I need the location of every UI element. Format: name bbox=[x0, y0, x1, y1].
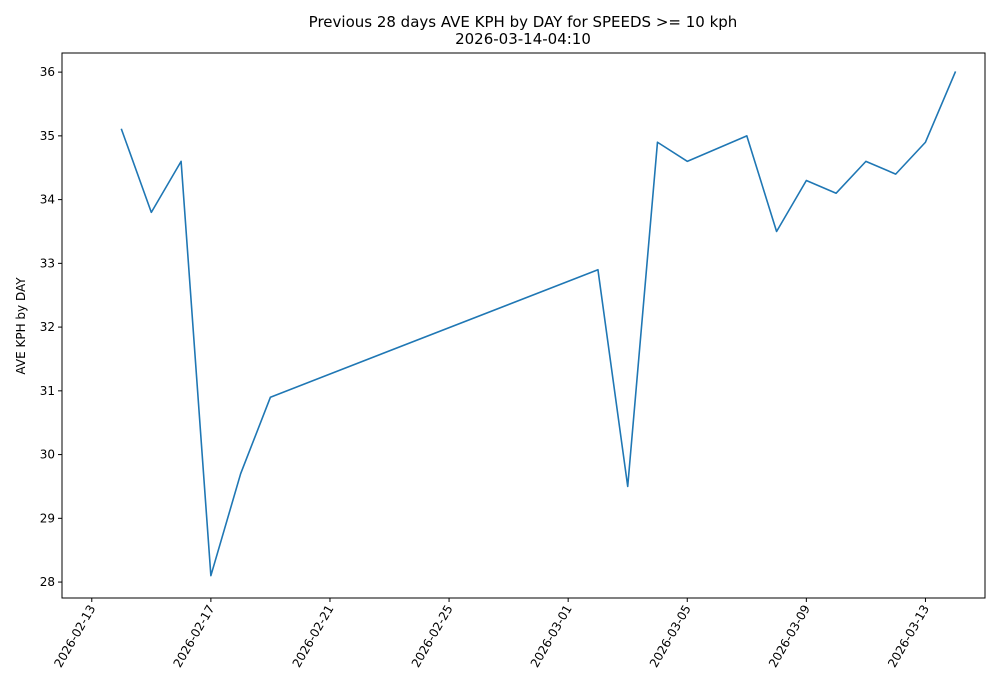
data-point bbox=[269, 396, 271, 398]
data-point bbox=[894, 173, 896, 175]
data-point bbox=[239, 473, 241, 475]
y-tick-label: 36 bbox=[40, 65, 55, 79]
x-tick-label: 2026-03-09 bbox=[766, 603, 813, 670]
data-point bbox=[627, 485, 629, 487]
x-tick-label: 2026-03-05 bbox=[647, 603, 694, 670]
plot-frame bbox=[61, 52, 986, 599]
y-axis-label-group: AVE KPH by DAY bbox=[14, 277, 28, 375]
x-tick-label: 2026-02-25 bbox=[409, 603, 456, 670]
y-tick-label: 34 bbox=[40, 193, 55, 207]
data-point bbox=[686, 160, 688, 162]
series-line bbox=[120, 71, 957, 577]
chart-title: Previous 28 days AVE KPH by DAY for SPEE… bbox=[309, 13, 738, 31]
y-tick-label: 30 bbox=[40, 448, 55, 462]
y-axis-label: AVE KPH by DAY bbox=[14, 277, 28, 375]
x-tick-label: 2026-02-17 bbox=[170, 603, 217, 670]
data-point bbox=[656, 141, 658, 143]
data-point bbox=[954, 71, 956, 73]
data-point bbox=[924, 141, 926, 143]
data-point bbox=[805, 179, 807, 181]
x-tick-label: 2026-03-01 bbox=[528, 603, 575, 670]
data-point bbox=[835, 192, 837, 194]
y-tick-label: 33 bbox=[40, 256, 55, 270]
data-point bbox=[597, 269, 599, 271]
x-tick-label: 2026-02-13 bbox=[51, 603, 98, 670]
series-layer bbox=[120, 71, 957, 577]
data-point bbox=[775, 230, 777, 232]
y-tick-label: 29 bbox=[40, 511, 55, 525]
y-tick-label: 28 bbox=[40, 575, 55, 589]
chart-subtitle: 2026-03-14-04:10 bbox=[455, 30, 591, 48]
data-point bbox=[746, 135, 748, 137]
x-tick-label: 2026-02-21 bbox=[290, 603, 337, 670]
x-tick-label: 2026-03-13 bbox=[885, 603, 932, 670]
y-tick-label: 35 bbox=[40, 129, 55, 143]
data-point bbox=[865, 160, 867, 162]
data-point bbox=[180, 160, 182, 162]
ticks-layer: 28 29 30 31 32 33 34 35 36 2026-02-13 2026-02-17 20… bbox=[40, 65, 932, 670]
y-tick-label: 31 bbox=[40, 384, 55, 398]
y-tick-label: 32 bbox=[40, 320, 55, 334]
data-point bbox=[150, 211, 152, 213]
data-point bbox=[120, 128, 122, 130]
data-point bbox=[210, 574, 212, 576]
